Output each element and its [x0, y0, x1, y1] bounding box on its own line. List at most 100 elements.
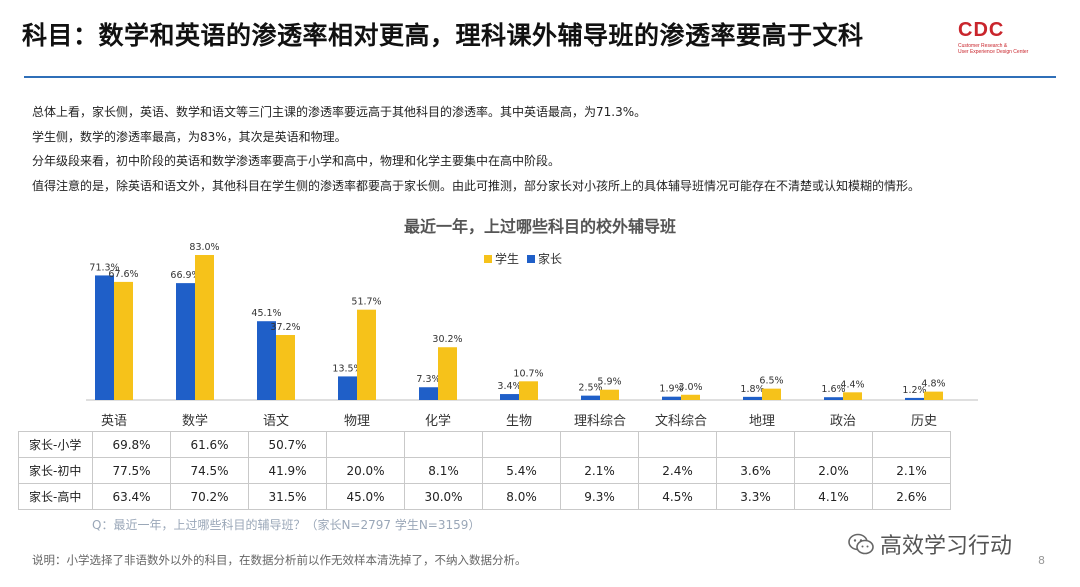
data-label-student-2: 37.2% [270, 322, 300, 333]
data-label-student-7: 3.0% [678, 382, 702, 393]
data-label-parent-10: 1.2% [902, 385, 926, 396]
table-cell [794, 431, 873, 458]
table-row: 家长-高中 63.4% 70.2% 31.5% 45.0% 30.0% 8.0% 9.3% 4.… [18, 483, 951, 510]
table-cell: 9.3% [560, 483, 639, 510]
data-label-parent-2: 45.1% [251, 308, 281, 319]
bar-student-9 [843, 392, 862, 400]
x-tick-label-9: 政治 [830, 414, 856, 429]
bar-student-1 [195, 254, 214, 400]
x-tick-label-10: 历史 [911, 414, 937, 429]
x-tick-label-5: 生物 [506, 414, 532, 429]
table-cell [872, 431, 951, 458]
bar-parent-1 [176, 283, 195, 400]
bar-student-6 [600, 389, 619, 400]
table-cell: 61.6% [170, 431, 249, 458]
summary-line: 学生侧，数学的渗透率最高，为83%，其次是英语和物理。 [32, 129, 347, 144]
data-label-student-10: 4.8% [921, 379, 945, 390]
watermark-text: 高效学习行动 [880, 534, 1013, 559]
table-cell: 4.1% [794, 483, 873, 510]
table-cell: 2.0% [794, 457, 873, 484]
table-row: 家长-小学 69.8% 61.6% 50.7% [18, 431, 951, 458]
table-cell: 45.0% [326, 483, 405, 510]
data-label-student-8: 6.5% [759, 376, 783, 387]
summary-line: 总体上看，家长侧，英语、数学和语文等三门主课的渗透率要远高于其他科目的渗透率。其… [32, 105, 647, 119]
table-cell: 2.6% [872, 483, 951, 510]
bar-student-0 [114, 281, 133, 400]
bar-parent-7 [662, 396, 681, 400]
data-label-parent-0: 71.3% [89, 262, 119, 273]
table-cell: 31.5% [248, 483, 327, 510]
row-label: 家长-初中 [18, 457, 93, 484]
bar-parent-10 [905, 397, 924, 400]
x-tick-label-8: 地理 [749, 414, 775, 429]
table-cell [638, 431, 717, 458]
x-tick-label-1: 数学 [182, 413, 208, 429]
table-cell: 50.7% [248, 431, 327, 458]
data-label-parent-5: 3.4% [497, 381, 521, 392]
bar-student-4 [438, 347, 457, 400]
x-tick-label-4: 化学 [425, 413, 451, 429]
header-divider [24, 76, 1056, 78]
x-tick-label-0: 英语 [101, 414, 127, 429]
table-cell: 4.5% [638, 483, 717, 510]
data-label-parent-4: 7.3% [416, 374, 440, 385]
data-label-student-5: 10.7% [513, 368, 543, 379]
summary-text: 总体上看，家长侧，英语、数学和语文等三门主课的渗透率要远高于其他科目的渗透率。其… [32, 100, 920, 198]
summary-line: 分年级段来看，初中阶段的英语和数学渗透率要高于小学和高中，物理和化学主要集中在高… [32, 154, 561, 168]
grade-breakdown-table: 家长-小学 69.8% 61.6% 50.7% 家长-初中 77.5% 74.5% 41.9%… [18, 431, 951, 510]
bar-parent-2 [257, 321, 276, 400]
data-label-student-3: 51.7% [351, 297, 381, 308]
table-cell: 3.3% [716, 483, 795, 510]
bar-parent-0 [95, 275, 114, 400]
table-cell: 69.8% [92, 431, 171, 458]
data-label-student-4: 30.2% [432, 334, 462, 345]
table-cell: 30.0% [404, 483, 483, 510]
bar-student-10 [924, 391, 943, 400]
data-label-parent-6: 2.5% [578, 383, 602, 394]
bar-parent-6 [581, 395, 600, 400]
data-label-student-9: 4.4% [840, 379, 864, 390]
table-cell: 5.4% [482, 457, 561, 484]
logo-text: CDC [958, 19, 1005, 41]
bar-student-5 [519, 381, 538, 400]
legend-item-parent: 家长 [527, 250, 562, 267]
cdc-logo: CDC Customer Research & User Experience … [958, 20, 1038, 60]
table-cell: 63.4% [92, 483, 171, 510]
x-tick-label-7: 文科综合 [655, 414, 707, 429]
footnote: 说明：小学选择了非语数外以外的科目，在数据分析前以作无效样本清洗掉了，不纳入数据… [32, 553, 527, 567]
legend-item-student: 学生 [484, 250, 519, 267]
data-label-student-1: 83.0% [189, 242, 219, 253]
row-label: 家长-小学 [18, 431, 93, 458]
table-cell: 2.4% [638, 457, 717, 484]
data-label-parent-8: 1.8% [740, 384, 764, 395]
bar-parent-8 [743, 396, 762, 400]
table-cell: 74.5% [170, 457, 249, 484]
bar-student-3 [357, 309, 376, 400]
chart-title: 最近一年，上过哪些科目的校外辅导班 [403, 217, 676, 236]
row-label: 家长-高中 [18, 483, 93, 510]
data-label-parent-7: 1.9% [659, 384, 683, 395]
table-cell: 70.2% [170, 483, 249, 510]
bar-student-2 [276, 335, 295, 400]
wechat-icon [848, 533, 874, 555]
bar-parent-9 [824, 397, 843, 400]
x-tick-label-6: 理科综合 [574, 414, 626, 429]
table-cell: 41.9% [248, 457, 327, 484]
table-cell: 2.1% [560, 457, 639, 484]
page-title: 科目：数学和英语的渗透率相对更高，理科课外辅导班的渗透率要高于文科 [22, 21, 864, 50]
data-label-student-6: 5.9% [597, 377, 621, 388]
table-cell: 3.6% [716, 457, 795, 484]
table-cell: 2.1% [872, 457, 951, 484]
page-number: 8 [1038, 554, 1045, 567]
table-cell: 8.1% [404, 457, 483, 484]
bar-student-7 [681, 394, 700, 400]
x-tick-label-2: 语文 [263, 414, 289, 429]
data-label-parent-3: 13.5% [332, 363, 362, 374]
table-cell [482, 431, 561, 458]
table-cell: 8.0% [482, 483, 561, 510]
chart-legend: 学生 家长 [484, 250, 562, 267]
legend-label-parent: 家长 [538, 252, 563, 266]
x-tick-label-3: 物理 [344, 414, 370, 429]
table-cell [560, 431, 639, 458]
data-label-parent-1: 66.9% [170, 270, 200, 281]
